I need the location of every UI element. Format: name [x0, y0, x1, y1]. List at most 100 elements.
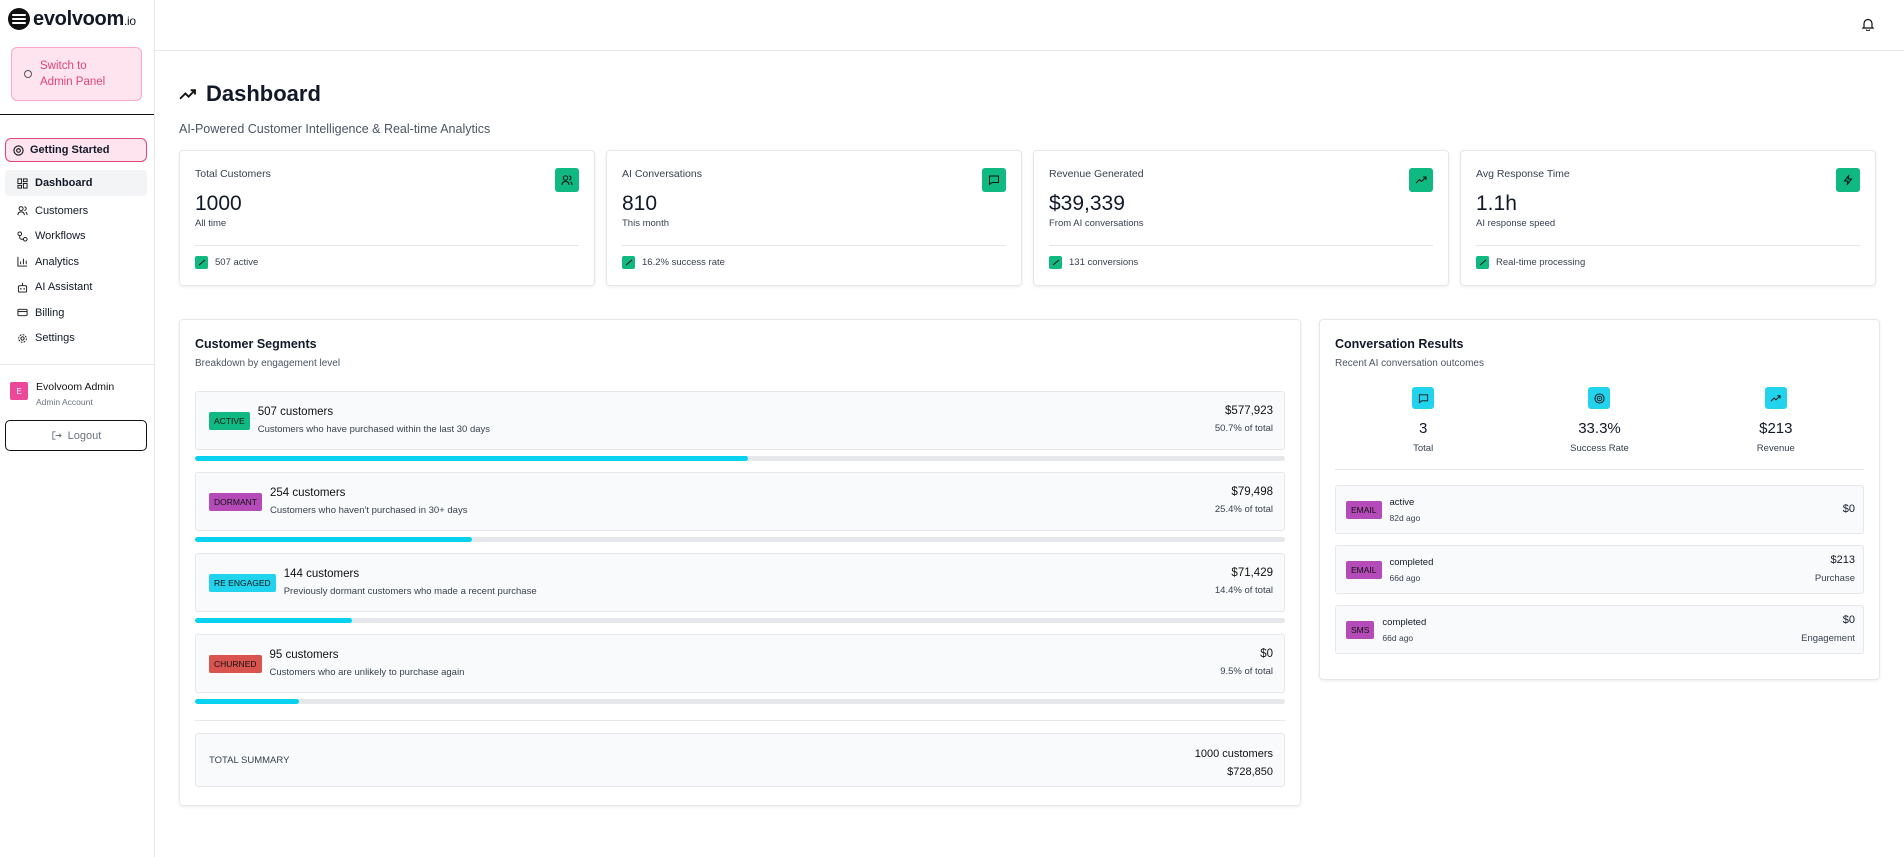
segment-badge: ACTIVE [209, 411, 250, 430]
sidebar-item-workflows[interactable]: Workflows [5, 224, 147, 250]
segment-count: 254 customers [269, 487, 346, 499]
user-role: Admin Account [36, 397, 93, 407]
user-name: Evolvoom Admin [36, 381, 115, 393]
credit-card-icon [17, 309, 28, 317]
trend-up-icon [195, 256, 208, 269]
sidebar-item-billing[interactable]: Billing [5, 300, 147, 326]
trend-up-icon [1409, 168, 1433, 192]
bot-icon [17, 282, 28, 293]
summary-customers: 1000 customers [1194, 748, 1273, 760]
card-value: 810 [622, 192, 658, 215]
segment-progress-bar [195, 618, 1285, 623]
sidebar-item-settings[interactable]: Settings [5, 326, 147, 352]
card-response-time: Avg Response Time 1.1h AI response speed… [1460, 150, 1876, 286]
conversation-status: completed [1382, 616, 1427, 628]
conversation-stats: 3 Total 33.3% Success Rate $213 Revenue [1335, 387, 1864, 470]
summary-value: $728,850 [1227, 766, 1273, 778]
lightning-icon [1836, 168, 1860, 192]
segment-progress-bar [195, 699, 1285, 704]
sidebar: evolvoom.io Switch to Admin Panel Gettin… [0, 0, 155, 857]
segment-card: DORMANT 254 customers Customers who haven'… [195, 472, 1285, 531]
card-footer: 507 active [195, 245, 579, 269]
panel-title: Conversation Results [1335, 337, 1464, 351]
stat-label: Success Rate [1570, 443, 1629, 454]
conversation-time: 66d ago [1382, 632, 1414, 643]
divider [195, 720, 1285, 721]
trend-up-icon [1049, 256, 1062, 269]
trend-up-icon [622, 256, 635, 269]
sidebar-item-customers[interactable]: Customers [5, 198, 147, 224]
card-sub: AI response speed [1476, 218, 1556, 229]
bar-chart-icon [17, 257, 28, 267]
conversation-type: Engagement [1801, 633, 1855, 644]
users-icon [17, 206, 28, 216]
card-label: AI Conversations [622, 168, 702, 180]
trend-up-icon [1476, 256, 1489, 269]
getting-started-button[interactable]: Getting Started [5, 138, 147, 162]
panel-subtitle: Breakdown by engagement level [195, 358, 341, 369]
logout-button[interactable]: Logout [5, 420, 147, 451]
segment-value: $79,498 [1231, 486, 1273, 498]
card-label: Total Customers [195, 168, 271, 180]
conversation-amount: $213 [1830, 554, 1855, 566]
conversation-amount: $0 [1842, 614, 1855, 626]
segment-percent: 14.4% of total [1214, 585, 1273, 596]
segment-progress-bar [195, 456, 1285, 461]
conversation-type: Purchase [1814, 573, 1855, 584]
segment-card: RE ENGAGED 144 customers Previously dorman… [195, 553, 1285, 612]
segment-value: $71,429 [1231, 567, 1273, 579]
card-footer: 131 conversions [1049, 245, 1433, 269]
switch-admin-button[interactable]: Switch to Admin Panel [11, 47, 142, 101]
sidebar-item-label: Dashboard [35, 177, 93, 189]
sidebar-item-dashboard[interactable]: Dashboard [5, 170, 147, 196]
sidebar-item-ai-assistant[interactable]: AI Assistant [5, 275, 147, 301]
segment-count: 144 customers [283, 568, 360, 580]
channel-badge: EMAIL [1346, 500, 1382, 519]
stat-value: $213 [1759, 420, 1793, 437]
segment-progress-fill [195, 456, 748, 461]
conversation-results-panel: Conversation Results Recent AI conversat… [1319, 319, 1880, 680]
trend-up-icon [179, 88, 196, 99]
logo[interactable]: evolvoom.io [0, 0, 154, 38]
card-label: Revenue Generated [1049, 168, 1144, 180]
logout-label: Logout [67, 429, 102, 442]
conversation-amount: $0 [1842, 503, 1855, 515]
sidebar-item-analytics[interactable]: Analytics [5, 249, 147, 275]
stat-value: 3 [1418, 420, 1428, 437]
conversation-row[interactable]: EMAIL active 82d ago $0 [1335, 485, 1864, 534]
conversation-status: completed [1389, 556, 1434, 568]
target-icon [1588, 387, 1611, 409]
segment-badge: CHURNED [209, 654, 262, 673]
segment-badge: DORMANT [209, 492, 262, 511]
conversation-row[interactable]: EMAIL completed 66d ago $213 Purchase [1335, 545, 1864, 594]
card-footer: 16.2% success rate [622, 245, 1006, 269]
channel-badge: SMS [1346, 620, 1375, 639]
segment-progress-fill [195, 618, 352, 623]
segment-row: ACTIVE 507 customers Customers who have pu… [195, 391, 1285, 461]
sidebar-item-label: Billing [35, 306, 65, 319]
channel-badge: EMAIL [1346, 560, 1382, 579]
play-circle-icon [13, 144, 24, 156]
segment-progress-fill [195, 699, 299, 704]
card-footer: Real-time processing [1476, 245, 1860, 269]
segment-value: $577,923 [1225, 405, 1273, 417]
card-value: $39,339 [1049, 192, 1125, 215]
circle-icon [24, 70, 32, 78]
sidebar-item-label: Workflows [35, 230, 86, 243]
card-value: 1000 [195, 192, 242, 215]
stat-total: 3 Total [1335, 387, 1511, 454]
top-bar [155, 0, 1904, 51]
main-content: Dashboard AI-Powered Customer Intelligen… [179, 51, 1880, 806]
card-total-customers: Total Customers 1000 All time 507 active [179, 150, 595, 286]
user-profile: E Evolvoom Admin Admin Account [0, 364, 154, 407]
card-sub: From AI conversations [1049, 218, 1144, 229]
bell-icon[interactable] [1861, 17, 1875, 31]
segment-value: $0 [1260, 648, 1273, 660]
users-icon [555, 168, 579, 192]
stat-success-rate: 33.3% Success Rate [1511, 387, 1687, 454]
trend-up-icon [1764, 387, 1787, 409]
conversation-row[interactable]: SMS completed 66d ago $0 Engagement [1335, 605, 1864, 654]
segment-badge: RE ENGAGED [209, 573, 276, 592]
card-label: Avg Response Time [1476, 168, 1570, 180]
segment-percent: 25.4% of total [1214, 504, 1273, 515]
